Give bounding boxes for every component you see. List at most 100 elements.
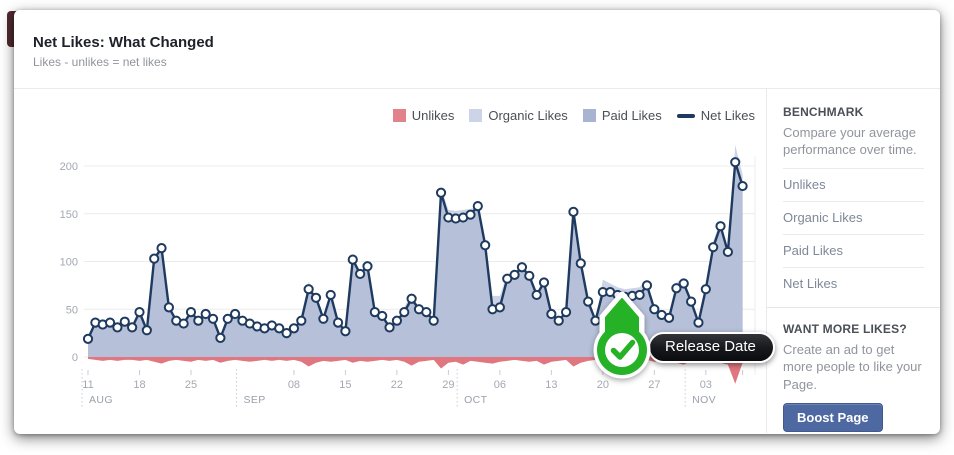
data-point-marker — [310, 292, 322, 303]
unlikes-area — [88, 357, 743, 384]
x-axis-label: 22 — [391, 379, 403, 391]
card-header: Net Likes: What Changed Likes - unlikes … — [14, 10, 940, 89]
x-axis-label: 08 — [288, 379, 300, 391]
data-point-marker — [546, 308, 557, 320]
x-axis-label: 18 — [133, 379, 145, 391]
page-subtitle: Likes - unlikes = net likes — [33, 55, 167, 69]
data-point-marker — [296, 315, 307, 326]
data-point-marker — [634, 289, 645, 301]
legend-label: Net Likes — [700, 108, 755, 123]
promo-section: WANT MORE LIKES? Create an ad to get mor… — [783, 308, 924, 432]
data-point-marker — [340, 326, 351, 337]
data-point-marker — [134, 307, 145, 318]
release-date-badge-icon[interactable] — [590, 292, 654, 388]
page-title: Net Likes: What Changed — [33, 34, 214, 51]
legend-label: Paid Likes — [601, 108, 662, 123]
data-point-marker — [722, 246, 733, 258]
data-point-marker — [362, 261, 373, 272]
data-point-marker — [149, 253, 160, 264]
data-point-marker — [553, 315, 564, 326]
data-point-marker — [384, 322, 395, 333]
x-axis-label: 20 — [597, 379, 609, 391]
sidebar-divider — [767, 307, 940, 309]
data-point-marker — [355, 268, 366, 280]
data-point-marker — [347, 254, 358, 265]
data-point-marker — [494, 302, 505, 313]
data-point-marker — [649, 304, 660, 315]
x-axis-label: 03 — [700, 379, 712, 391]
data-point-marker — [215, 332, 226, 343]
data-point-marker — [538, 277, 550, 288]
data-point-marker — [730, 157, 741, 168]
data-point-marker — [524, 270, 535, 281]
data-point-marker — [560, 307, 572, 318]
data-point-marker — [141, 325, 152, 336]
legend-item-paid-likes[interactable]: Paid Likes — [582, 108, 662, 123]
data-point-marker — [82, 333, 94, 344]
benchmark-item-organic-likes[interactable]: Organic Likes — [783, 201, 924, 234]
x-axis-label: 06 — [494, 379, 506, 391]
data-point-marker — [185, 307, 197, 318]
data-point-marker — [207, 313, 219, 324]
data-point-marker — [104, 317, 116, 328]
promo-heading: WANT MORE LIKES? — [783, 322, 907, 337]
net-likes-card: Net Likes: What Changed Likes - unlikes … — [14, 10, 940, 434]
data-point-marker — [671, 283, 682, 294]
net-likes-plot[interactable]: 0 50 100 150 200 AUG SEP OCT NOV 11 18 25 08 15 22 29 06… — [14, 89, 766, 433]
x-axis: AUG SEP OCT NOV 11 18 25 08 15 22 29 06 13 20 27 03 — [81, 369, 744, 407]
data-point-marker — [715, 221, 726, 232]
net-likes-markers[interactable] — [82, 157, 748, 344]
data-point-marker — [663, 312, 675, 323]
data-point-marker — [230, 308, 241, 320]
data-point-marker — [222, 313, 233, 324]
legend-label: Unlikes — [411, 108, 455, 123]
data-point-marker — [737, 180, 748, 192]
benchmark-item-net-likes[interactable]: Net Likes — [783, 267, 924, 300]
net-likes-line-swatch-icon — [676, 113, 695, 118]
y-axis-label: 200 — [60, 161, 78, 173]
paid-likes-area — [88, 162, 743, 357]
data-point-marker — [325, 289, 336, 301]
data-point-marker — [406, 293, 417, 304]
y-axis-label: 50 — [66, 304, 78, 316]
month-label: AUG — [89, 394, 113, 406]
data-point-marker — [516, 262, 528, 273]
data-point-marker — [163, 302, 175, 313]
data-point-marker — [178, 318, 189, 329]
data-point-marker — [480, 240, 491, 251]
data-point-marker — [531, 289, 542, 301]
month-label: OCT — [464, 394, 488, 406]
legend-item-organic-likes[interactable]: Organic Likes — [469, 108, 568, 123]
data-point-marker — [274, 323, 285, 334]
data-point-marker — [193, 315, 204, 326]
legend-item-net-likes[interactable]: Net Likes — [676, 108, 755, 123]
data-point-marker — [435, 187, 447, 198]
data-point-marker — [700, 284, 711, 295]
benchmark-heading: BENCHMARK — [783, 105, 864, 119]
background-edge-fragment — [7, 11, 16, 47]
organic-likes-swatch-icon — [469, 109, 483, 122]
benchmark-list: Unlikes Organic Likes Paid Likes Net Lik… — [783, 168, 924, 300]
benchmark-item-unlikes[interactable]: Unlikes — [783, 168, 924, 201]
release-date-label: Release Date — [665, 338, 756, 355]
boost-page-button[interactable]: Boost Page — [783, 402, 883, 432]
data-point-marker — [391, 315, 403, 326]
data-point-marker — [112, 322, 123, 333]
unlikes-swatch-icon — [392, 109, 406, 122]
data-point-marker — [156, 243, 167, 254]
data-point-marker — [332, 317, 344, 328]
benchmark-item-paid-likes[interactable]: Paid Likes — [783, 234, 924, 267]
data-point-marker — [693, 317, 704, 328]
legend-item-unlikes[interactable]: Unlikes — [392, 108, 455, 123]
sidebar: BENCHMARK Compare your average performan… — [766, 89, 940, 433]
data-point-marker — [465, 209, 476, 220]
data-point-marker — [119, 316, 130, 327]
release-date-tooltip: Release Date — [648, 332, 775, 363]
data-point-marker — [472, 201, 483, 212]
x-axis-label: 25 — [185, 379, 197, 391]
data-point-marker — [318, 313, 329, 324]
x-axis-label: 27 — [648, 379, 660, 391]
data-point-marker — [428, 315, 439, 326]
promo-description: Create an ad to get more people to like … — [783, 342, 922, 392]
month-label: NOV — [692, 394, 716, 406]
